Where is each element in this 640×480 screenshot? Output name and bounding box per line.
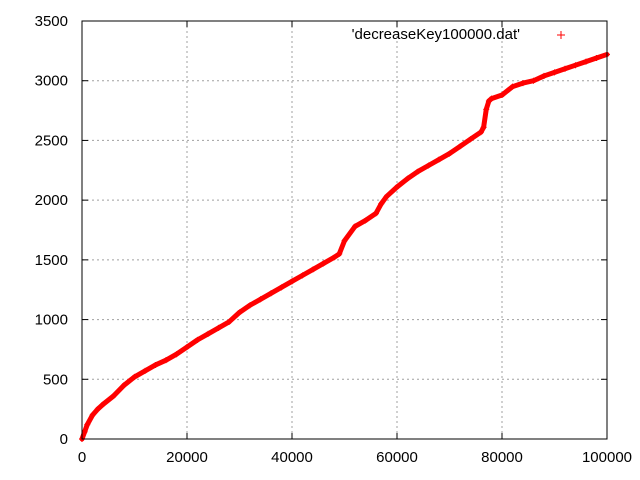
x-tick-label: 60000 [376, 449, 418, 466]
x-tick-label: 40000 [271, 449, 313, 466]
legend-series-label: 'decreaseKey100000.dat' [352, 26, 520, 43]
x-tick-label: 20000 [166, 449, 208, 466]
legend-marker [557, 31, 565, 39]
x-tick-label: 100000 [582, 449, 632, 466]
x-tick-label: 0 [78, 449, 86, 466]
x-tick-label: 80000 [481, 449, 523, 466]
y-tick-label: 2500 [35, 132, 68, 149]
data-point-cluster [594, 51, 610, 61]
data-points [79, 51, 610, 442]
data-point-cluster [342, 223, 358, 244]
y-axis-tick-labels: 0 500 1000 1500 2000 2500 3000 3500 [35, 13, 68, 448]
y-tick-label: 3500 [35, 13, 68, 30]
y-tick-label: 0 [60, 431, 68, 448]
data-point-cluster [111, 382, 127, 399]
y-tick-label: 3000 [35, 73, 68, 90]
x-axis-tick-labels: 0 20000 40000 60000 80000 100000 [78, 449, 632, 466]
y-tick-label: 500 [43, 371, 68, 388]
y-tick-label: 1000 [35, 312, 68, 329]
legend: 'decreaseKey100000.dat' [352, 26, 565, 43]
plot-frame [81, 20, 608, 440]
y-tick-label: 2000 [35, 192, 68, 209]
y-tick-label: 1500 [35, 252, 68, 269]
